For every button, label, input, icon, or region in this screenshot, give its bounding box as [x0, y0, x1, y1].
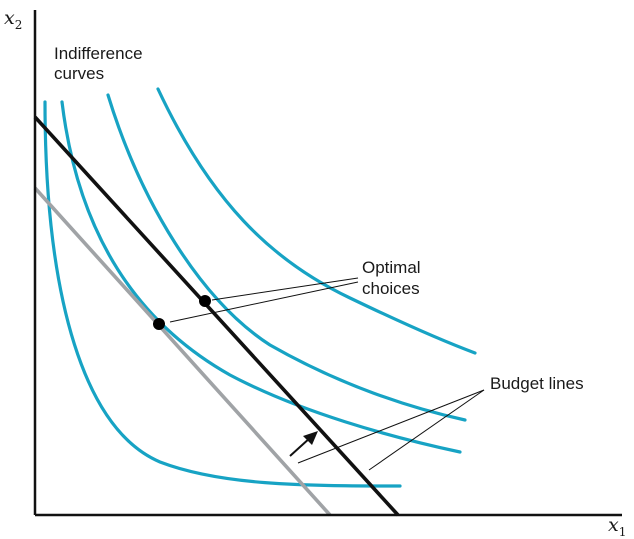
budget-lines: [33, 115, 400, 517]
indifference-curve-1: [43, 100, 402, 488]
budget-leader-upper: [297, 389, 485, 464]
indifference-curve-2: [60, 100, 462, 454]
budget-lines-label: Budget lines: [490, 374, 584, 393]
optimal-point-low: [153, 318, 165, 330]
budget-leader-lower: [368, 389, 485, 471]
indifference-curve-3: [106, 93, 467, 422]
optimal-points: [153, 295, 211, 330]
leader-lines: [169, 277, 485, 471]
budget-line-new: [33, 115, 400, 517]
optimal-point-high: [199, 295, 211, 307]
optimal-leader-lower: [169, 281, 359, 323]
budget-line-old: [33, 186, 332, 517]
shift-arrow: [289, 431, 318, 457]
x-axis-label: x1: [608, 514, 626, 539]
optimal-leader-upper: [211, 277, 359, 301]
axes: [33, 10, 622, 517]
y-axis-label: x2: [4, 7, 22, 32]
indifference-curves: [43, 87, 477, 488]
indifference-curve-4: [156, 87, 477, 355]
shift-arrow-head: [303, 431, 318, 445]
optimal-choices-label: Optimal choices: [362, 258, 425, 298]
indifference-label: Indifference curves: [54, 44, 147, 83]
